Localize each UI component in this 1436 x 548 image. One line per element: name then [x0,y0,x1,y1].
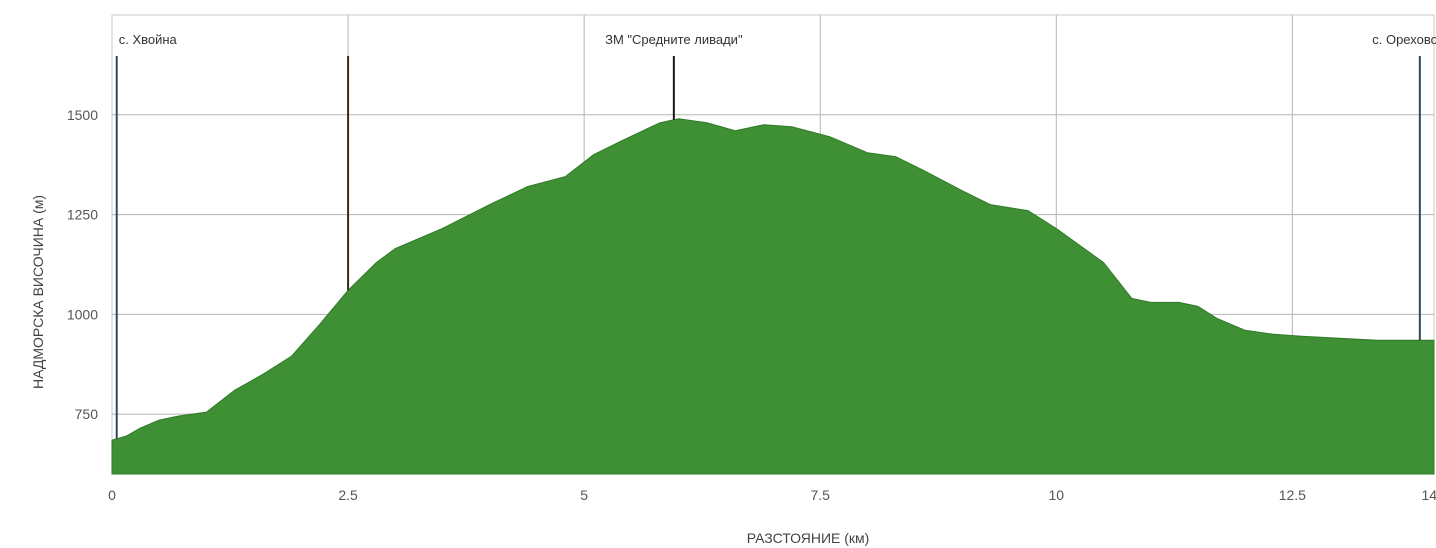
x-tick-label: 5 [580,487,588,503]
x-tick-label: 2.5 [338,487,358,503]
x-axis-title: РАЗСТОЯНИЕ (км) [747,530,870,546]
x-tick-label: 10 [1048,487,1064,503]
y-tick-label: 1500 [67,107,98,123]
elevation-area [111,118,1435,475]
y-tick-label: 750 [75,406,99,422]
x-tick-label: 7.5 [810,487,830,503]
x-tick-label: 0 [108,487,116,503]
y-axis-title: НАДМОРСКА ВИСОЧИНА (м) [30,195,46,389]
place-marker-label: ЗМ "Средните ливади" [605,32,743,47]
place-marker-label: с. Орехово [1372,32,1436,47]
x-tick-label: 12.5 [1279,487,1306,503]
y-tick-label: 1250 [67,207,98,223]
x-tick-label: 14 [1421,487,1436,503]
y-tick-label: 1000 [67,306,98,322]
place-marker-label: с. Хвойна [119,32,178,47]
